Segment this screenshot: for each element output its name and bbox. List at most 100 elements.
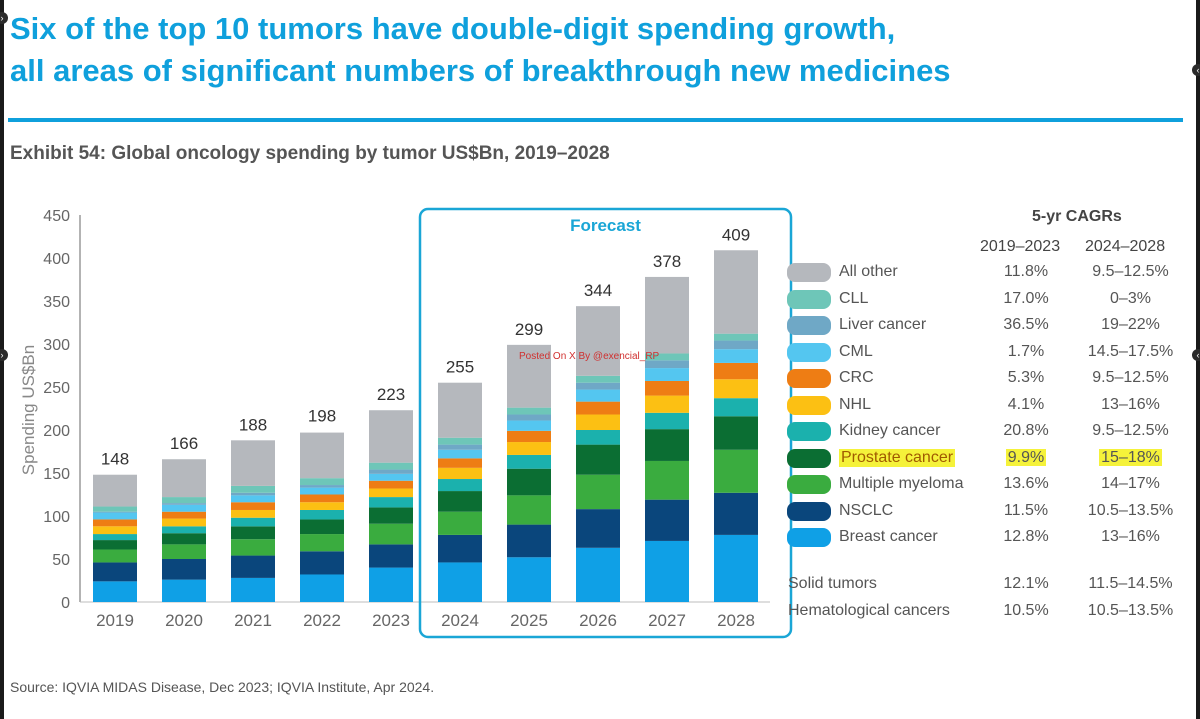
bar-segment bbox=[369, 544, 413, 568]
bar-segment bbox=[576, 444, 620, 475]
bar-total-label: 223 bbox=[377, 385, 405, 404]
bar-segment bbox=[231, 517, 275, 527]
legend-row: Kidney cancer 20.8% 9.5–12.5% bbox=[787, 419, 1187, 443]
cagr-col-1-header: 2019–2023 bbox=[980, 238, 1061, 255]
legend-row: All other 11.8% 9.5–12.5% bbox=[787, 260, 1187, 284]
x-tick-label: 2023 bbox=[372, 611, 410, 630]
legend-row: Prostate cancer 9.9% 15–18% bbox=[787, 446, 1187, 470]
legend-label: NSCLC bbox=[839, 501, 894, 519]
y-tick-label: 350 bbox=[43, 294, 70, 311]
bar-segment bbox=[507, 407, 551, 415]
bar-segment bbox=[576, 547, 620, 602]
frame-arrow-icon[interactable]: ‹ bbox=[1192, 349, 1200, 361]
bar-segment bbox=[93, 474, 137, 507]
cagr-2024-2028-value: 9.5–12.5% bbox=[1092, 263, 1169, 280]
bar-segment bbox=[645, 460, 689, 500]
bar-segment bbox=[162, 518, 206, 527]
frame-arrow-icon[interactable]: ‹ bbox=[1192, 64, 1200, 76]
bar-segment bbox=[507, 468, 551, 496]
bar-segment bbox=[576, 375, 620, 383]
cagr-2019-2023-value: 9.9% bbox=[1005, 448, 1047, 466]
bar-segment bbox=[162, 533, 206, 545]
bar-segment bbox=[93, 549, 137, 563]
cagr-2019-2023-value: 17.0% bbox=[1003, 289, 1049, 307]
bar-segment bbox=[300, 551, 344, 575]
bar-segment bbox=[714, 333, 758, 341]
bar-segment bbox=[231, 495, 275, 503]
legend-row: Hematological cancers 10.5% 10.5–13.5% bbox=[787, 599, 1187, 623]
bar-segment bbox=[507, 524, 551, 558]
legend-row: Multiple myeloma 13.6% 14–17% bbox=[787, 472, 1187, 496]
bar-segment bbox=[300, 478, 344, 486]
cagr-2019-2023-value: 20.8% bbox=[1003, 422, 1049, 439]
bar-segment bbox=[162, 559, 206, 580]
bar-total-label: 166 bbox=[170, 434, 198, 453]
legend-swatch bbox=[787, 475, 831, 494]
title-line-2: all areas of significant numbers of brea… bbox=[10, 53, 951, 88]
cagr-2019-2023-value: 12.1% bbox=[1003, 575, 1049, 592]
bar-segment bbox=[645, 276, 689, 354]
bar-total-label: 409 bbox=[722, 225, 750, 244]
bar-segment bbox=[300, 574, 344, 602]
cagr-2019-2023-value: 36.5% bbox=[1003, 316, 1049, 333]
bar-segment bbox=[162, 526, 206, 534]
bar-segment bbox=[438, 444, 482, 450]
cagr-2019-2023-value: 1.7% bbox=[1007, 342, 1045, 360]
watermark: Posted On X By @exencial_RP bbox=[519, 351, 660, 362]
cagr-2019-2023-value: 4.1% bbox=[1007, 395, 1045, 413]
bar-segment bbox=[576, 474, 620, 510]
cagr-2024-2028-value: 14–17% bbox=[1101, 475, 1160, 492]
x-tick-label: 2024 bbox=[441, 611, 479, 630]
bar-segment bbox=[300, 432, 344, 479]
page-title: Six of the top 10 tumors have double-dig… bbox=[10, 8, 1190, 92]
cagr-2024-2028-value: 15–18% bbox=[1099, 448, 1162, 466]
bar-segment bbox=[93, 506, 137, 512]
x-tick-label: 2025 bbox=[510, 611, 548, 630]
legend-label: CML bbox=[839, 342, 873, 360]
bar-segment bbox=[300, 502, 344, 510]
bar-segment bbox=[576, 414, 620, 430]
bar-segment bbox=[162, 497, 206, 504]
y-tick-label: 150 bbox=[43, 466, 70, 483]
legend-swatch bbox=[787, 289, 831, 309]
bar-segment bbox=[438, 382, 482, 438]
cagr-2019-2023-value: 13.6% bbox=[1003, 475, 1049, 492]
y-tick-label: 450 bbox=[43, 208, 70, 225]
cagr-2024-2028-value: 14.5–17.5% bbox=[1087, 342, 1174, 360]
frame-arrow-icon[interactable]: › bbox=[0, 12, 8, 24]
legend-label: All other bbox=[839, 263, 898, 280]
x-tick-label: 2026 bbox=[579, 611, 617, 630]
bar-segment bbox=[714, 379, 758, 399]
legend-row: Solid tumors 12.1% 11.5–14.5% bbox=[787, 572, 1187, 596]
cagr-2024-2028-value: 9.5–12.5% bbox=[1092, 369, 1169, 386]
legend-label: CLL bbox=[839, 289, 869, 307]
bar-segment bbox=[714, 349, 758, 363]
cagr-col-2-header: 2024–2028 bbox=[1085, 238, 1166, 255]
bar-segment bbox=[645, 499, 689, 541]
bar-segment bbox=[162, 503, 206, 505]
bar-segment bbox=[300, 534, 344, 552]
bar-total-label: 188 bbox=[239, 415, 267, 434]
bar-total-label: 299 bbox=[515, 320, 543, 339]
legend-row: CRC 5.3% 9.5–12.5% bbox=[787, 366, 1187, 390]
bar-segment bbox=[438, 562, 482, 602]
cagr-2024-2028-value: 13–16% bbox=[1101, 395, 1160, 413]
cagr-2024-2028-value: 10.5–13.5% bbox=[1087, 501, 1174, 519]
bar-segment bbox=[300, 494, 344, 503]
bar-segment bbox=[576, 401, 620, 415]
cagr-2019-2023-value: 12.8% bbox=[1003, 528, 1049, 545]
cagr-2019-2023-value: 5.3% bbox=[1007, 369, 1045, 386]
bar-segment bbox=[369, 480, 413, 489]
cagr-2019-2023-value: 11.8% bbox=[1003, 263, 1049, 280]
bar-segment bbox=[300, 509, 344, 520]
bar-segment bbox=[576, 509, 620, 548]
bar-segment bbox=[231, 492, 275, 496]
y-tick-label: 400 bbox=[43, 251, 70, 268]
legend-swatch bbox=[787, 501, 831, 521]
bar-segment bbox=[300, 485, 344, 488]
legend-row: CLL 17.0% 0–3% bbox=[787, 287, 1187, 311]
bar-segment bbox=[438, 449, 482, 459]
legend-label: Breast cancer bbox=[839, 528, 938, 545]
frame-arrow-icon[interactable]: › bbox=[0, 349, 8, 361]
bar-segment bbox=[369, 473, 413, 481]
